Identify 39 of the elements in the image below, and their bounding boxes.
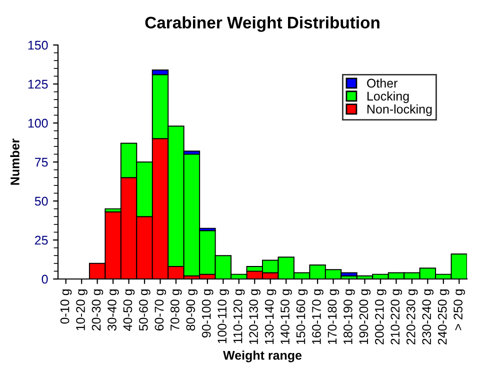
y-axis-title: Number bbox=[10, 138, 20, 185]
x-tick-label: 220-230 g bbox=[406, 290, 418, 344]
x-tick-label: 120-130 g bbox=[249, 290, 260, 344]
y-tick-label: 25 bbox=[35, 236, 48, 245]
x-tick-label: 180-190 g bbox=[344, 290, 355, 344]
x-tick-label: 190-200 g bbox=[359, 290, 371, 344]
x-tick-label: 10-20 g bbox=[76, 290, 88, 330]
x-tick-label: 140-150 g bbox=[280, 290, 292, 344]
x-tick-label: 170-180 g bbox=[328, 290, 340, 344]
x-tick-label: 90-100 g bbox=[202, 290, 214, 338]
y-tick-label: 125 bbox=[28, 80, 48, 89]
x-tick-label: 50-60 g bbox=[139, 290, 150, 331]
x-tick-label: 230-240 g bbox=[422, 290, 434, 344]
y-tick-label: 0 bbox=[42, 274, 48, 284]
legend-label: Locking bbox=[367, 91, 409, 104]
x-tick-label: 200-210 g bbox=[374, 290, 386, 344]
x-tick-label: 20-30 g bbox=[92, 290, 104, 330]
x-tick-label: 240-250 g bbox=[438, 290, 450, 344]
chart-title: Carabiner Weight Distribution bbox=[145, 16, 380, 32]
x-tick-label: 130-140 g bbox=[264, 290, 276, 344]
legend-label: Other bbox=[367, 78, 398, 88]
x-tick-label: 60-70 g bbox=[154, 290, 166, 330]
x-tick-label: 150-160 g bbox=[296, 290, 308, 344]
x-tick-label: 0-10 g bbox=[60, 290, 72, 324]
x-tick-label: 80-90 g bbox=[186, 290, 198, 331]
x-tick-label: 40-50 g bbox=[123, 290, 135, 331]
x-axis-title: Weight range bbox=[223, 350, 302, 362]
y-tick-label: 150 bbox=[28, 40, 48, 50]
x-tick-label: 210-220 g bbox=[390, 290, 402, 344]
x-tick-label: 70-80 g bbox=[170, 290, 182, 330]
x-tick-label: 160-170 g bbox=[312, 290, 324, 344]
y-tick-label: 100 bbox=[28, 118, 48, 128]
legend-label: Non-locking bbox=[367, 104, 432, 116]
x-tick-label: > 250 g bbox=[454, 290, 465, 330]
x-tick-label: 30-40 g bbox=[108, 290, 119, 331]
y-tick-label: 75 bbox=[35, 158, 48, 167]
x-tick-label: 100-110 g bbox=[218, 290, 229, 344]
y-tick-label: 50 bbox=[34, 196, 48, 206]
x-tick-label: 110-120 g bbox=[233, 290, 245, 344]
